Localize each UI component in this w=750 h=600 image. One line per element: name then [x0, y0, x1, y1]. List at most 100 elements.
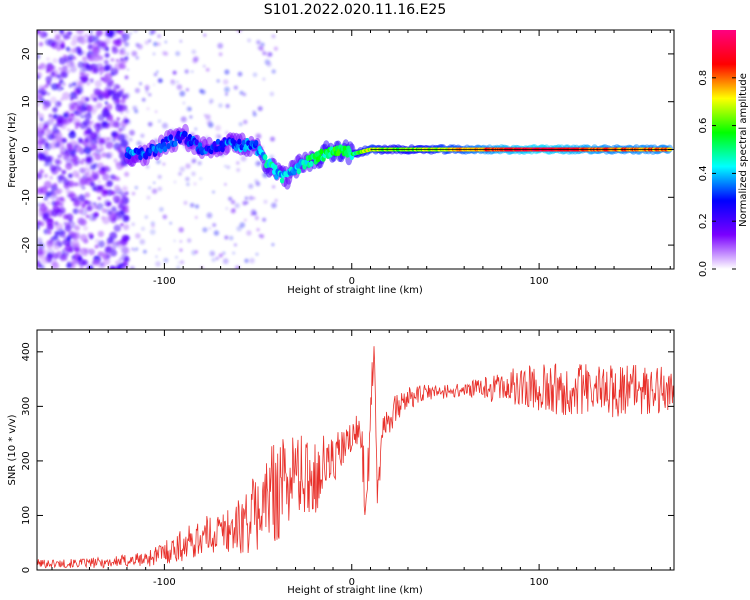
spectrogram-noise-blob: [84, 172, 91, 178]
spectrogram-scatter-blob: [179, 240, 183, 243]
spectrogram-scatter-blob: [225, 92, 228, 96]
spectrogram-scatter-blob: [215, 133, 221, 139]
spectrogram-scatter-blob: [200, 89, 206, 95]
spectrogram-scatter-blob: [139, 82, 143, 86]
spectrogram-noise-blob: [39, 186, 48, 195]
spectrogram-x-ticks: -100 0 100: [51, 30, 671, 287]
spectrogram-scatter-blob: [238, 122, 243, 127]
spectrogram-noise-blob: [59, 31, 65, 37]
spectrogram-scatter-blob: [250, 213, 254, 216]
spectrogram-noise-blob: [87, 110, 92, 115]
spectrogram-noise-blob: [106, 83, 112, 90]
spectrogram-noise-blob: [120, 57, 124, 62]
spectrogram-noise-blob: [79, 113, 85, 119]
spectrogram-scatter-blob: [268, 52, 273, 57]
spectrogram-scatter-blob: [141, 226, 145, 231]
spectrogram-scatter-blob: [186, 182, 190, 187]
spectrogram-noise-blob: [49, 165, 57, 172]
spectrogram-noise-blob: [115, 102, 120, 107]
spectrogram-noise-blob: [37, 93, 43, 99]
spectrogram-noise-blob: [111, 47, 119, 54]
spectrogram-noise-blob: [54, 221, 59, 226]
spectrogram-noise-blob: [106, 254, 111, 260]
spectrogram-noise-blob: [89, 181, 95, 187]
spectrogram-noise-blob: [58, 202, 64, 207]
spectrogram-noise-blob: [116, 99, 121, 104]
spectrogram-noise-blob: [90, 105, 99, 113]
spectrogram-scatter-blob: [179, 166, 185, 172]
spectrogram-scatter-blob: [134, 109, 139, 114]
spectrogram-scatter-blob: [233, 85, 238, 90]
spectrogram-scatter-blob: [134, 87, 140, 94]
spectrogram-scatter-blob: [148, 186, 152, 190]
spectrogram-scatter-blob: [266, 61, 272, 67]
spectrogram-noise-blob: [124, 56, 129, 61]
spectrogram-noise-blob: [93, 184, 101, 192]
spectrogram-scatter-blob: [185, 176, 190, 182]
spectrogram-scatter-blob: [257, 106, 263, 112]
spectrogram-scatter-blob: [224, 183, 227, 186]
spectrogram-noise-blob: [46, 81, 50, 85]
spectrogram-noise-blob: [88, 44, 92, 48]
spectrogram-noise-blob: [46, 243, 53, 250]
spectrogram-xlabel: Height of straight line (km): [287, 285, 423, 296]
snr-xlabel: Height of straight line (km): [287, 585, 423, 596]
spectrogram-noise-blob: [106, 64, 113, 71]
spectrogram-noise-blob: [60, 71, 68, 79]
spectrogram-noise-blob: [83, 146, 92, 154]
spectrogram-scatter-blob: [194, 204, 200, 209]
spectrogram-scatter-blob: [273, 46, 279, 51]
spectrogram-scatter-blob: [155, 261, 161, 267]
spectrogram-y-tick-label: 0: [21, 146, 32, 152]
spectrogram-scatter-blob: [230, 199, 236, 205]
spectrogram-noise-blob: [37, 75, 40, 80]
spectrogram-noise-blob: [101, 41, 108, 48]
spectrogram-noise-blob: [108, 119, 117, 128]
spectrogram-noise-blob: [47, 201, 51, 205]
spectrogram-noise-blob: [89, 132, 98, 140]
spectrogram-ridge-point: [127, 153, 132, 160]
spectrogram-noise-blob: [112, 241, 119, 249]
spectrogram-noise-blob: [45, 255, 53, 263]
spectrogram-noise-blob: [121, 265, 127, 269]
spectrogram-noise-blob: [62, 255, 68, 262]
spectrogram-noise-blob: [85, 73, 90, 77]
spectrogram-noise-blob: [96, 202, 104, 211]
spectrogram-noise-blob: [102, 173, 110, 181]
spectrogram-noise-blob: [78, 194, 86, 202]
spectrogram-noise-blob: [67, 148, 73, 154]
spectrogram-scatter-blob: [194, 127, 198, 131]
spectrogram-noise-blob: [97, 230, 105, 238]
spectrogram-scatter-blob: [187, 238, 192, 243]
spectrogram-scatter-blob: [147, 122, 153, 127]
spectrogram-noise-blob: [111, 138, 116, 143]
spectrogram-scatter-blob: [248, 195, 254, 201]
spectrogram-noise-blob: [69, 65, 77, 73]
spectrogram-y-tick-label: -10: [21, 189, 32, 205]
spectrogram-noise-blob: [120, 223, 124, 227]
spectrogram-scatter-blob: [193, 56, 199, 62]
spectrogram-scatter-blob: [199, 177, 203, 181]
spectrogram-scatter-blob: [208, 227, 212, 230]
spectrogram-noise-blob: [121, 32, 130, 41]
spectrogram-noise-blob: [121, 214, 130, 223]
spectrogram-scatter-blob: [146, 107, 150, 111]
spectrogram-scatter-blob: [211, 257, 216, 263]
spectrogram-scatter-blob: [218, 52, 223, 57]
spectrogram-scatter-blob: [153, 41, 158, 47]
spectrogram-noise-blob: [64, 244, 73, 253]
spectrogram-noise-blob: [41, 202, 45, 207]
spectrogram-noise-blob: [79, 72, 84, 77]
spectrogram-noise-blob: [99, 138, 106, 145]
spectrogram-scatter-blob: [183, 200, 188, 205]
spectrogram-scatter-blob: [211, 252, 214, 255]
spectrogram-noise-blob: [71, 47, 77, 54]
spectrogram-noise-blob: [83, 130, 90, 137]
spectrogram-ridge-point: [220, 146, 225, 153]
spectrogram-scatter-blob: [124, 109, 130, 114]
spectrogram-noise-blob: [52, 107, 58, 113]
spectrogram-noise-blob: [92, 49, 99, 56]
spectrogram-noise-blob: [114, 195, 120, 201]
spectrogram-noise-blob: [37, 30, 40, 34]
spectrogram-scatter-blob: [256, 40, 261, 45]
